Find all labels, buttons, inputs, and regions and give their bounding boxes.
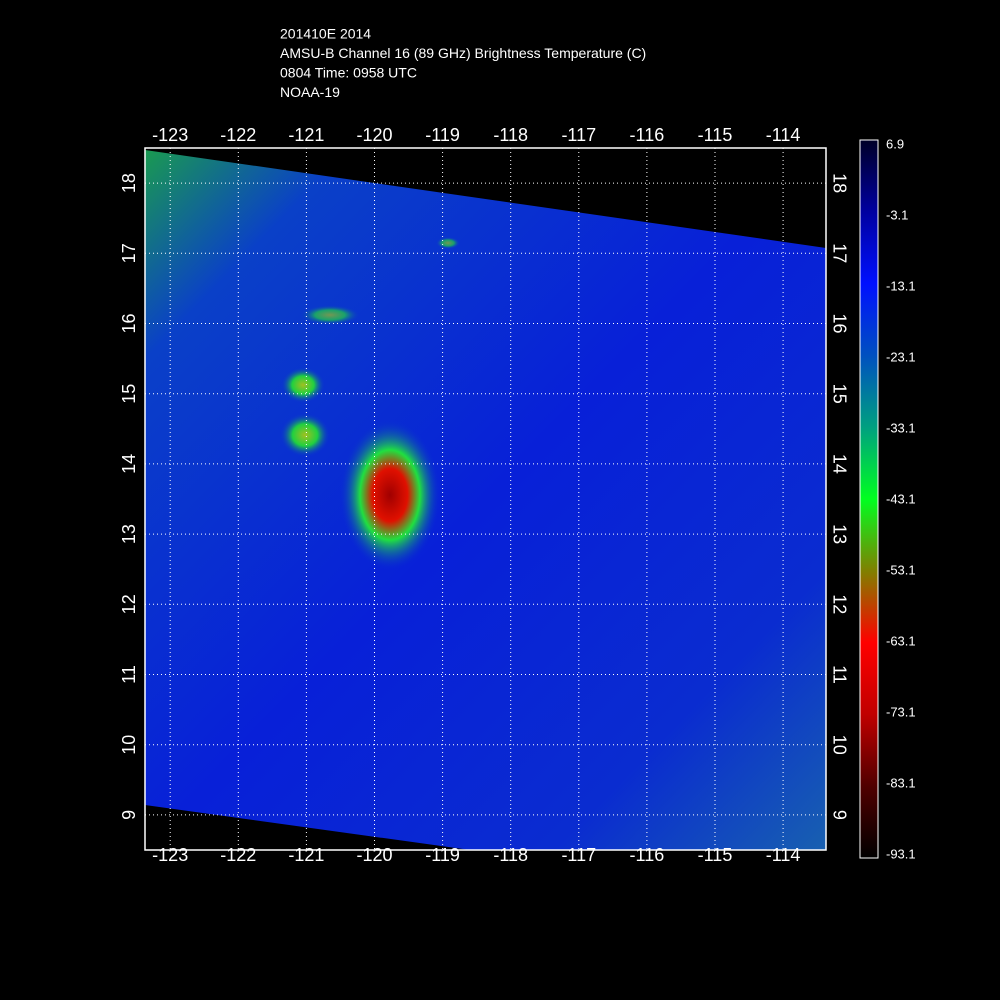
lat-label-right: 18 bbox=[829, 173, 849, 193]
colorbar-label: -53.1 bbox=[886, 563, 916, 578]
colorbar bbox=[859, 139, 879, 859]
lat-label-left: 18 bbox=[119, 173, 139, 193]
lon-label-bottom: -122 bbox=[220, 845, 256, 865]
colorbar-label: -63.1 bbox=[886, 634, 916, 649]
lat-label-left: 10 bbox=[119, 735, 139, 755]
colorbar-label: -3.1 bbox=[886, 207, 908, 222]
lon-label-bottom: -116 bbox=[630, 845, 665, 865]
lon-label-top: -116 bbox=[630, 125, 665, 145]
lat-label-left: 11 bbox=[119, 665, 139, 684]
colorbar-label: -33.1 bbox=[886, 420, 916, 435]
lat-label-right: 16 bbox=[829, 313, 849, 333]
title-line: 0804 Time: 0958 UTC bbox=[280, 65, 417, 81]
lat-label-left: 9 bbox=[119, 810, 139, 820]
lon-label-bottom: -120 bbox=[356, 845, 392, 865]
lat-label-right: 17 bbox=[829, 243, 849, 263]
ticks: -123 -123 -122 -122 -121 -121 -120 -120 -119 -119… bbox=[119, 125, 916, 865]
lat-label-left: 15 bbox=[119, 384, 139, 404]
lon-label-bottom: -115 bbox=[698, 845, 733, 865]
lat-label-left: 12 bbox=[119, 594, 139, 614]
colorbar-label: -93.1 bbox=[886, 847, 916, 862]
lon-label-bottom: -117 bbox=[561, 845, 596, 865]
lon-label-top: -122 bbox=[220, 125, 256, 145]
lon-label-top: -114 bbox=[766, 125, 801, 145]
lat-label-left: 13 bbox=[119, 524, 139, 544]
lon-label-bottom: -119 bbox=[425, 845, 460, 865]
lat-label-left: 17 bbox=[119, 243, 139, 263]
colorbar-label: 6.9 bbox=[886, 136, 904, 151]
title-line: NOAA-19 bbox=[280, 84, 340, 100]
title-line: AMSU-B Channel 16 (89 GHz) Brightness Te… bbox=[280, 45, 646, 61]
lon-label-bottom: -121 bbox=[288, 845, 324, 865]
lat-label-left: 14 bbox=[119, 454, 139, 474]
lon-label-top: -118 bbox=[493, 125, 528, 145]
lat-label-right: 13 bbox=[829, 524, 849, 544]
colorbar-label: -73.1 bbox=[886, 705, 916, 720]
lon-label-top: -119 bbox=[425, 125, 460, 145]
colorbar-label: -13.1 bbox=[886, 278, 916, 293]
lon-label-top: -120 bbox=[356, 125, 392, 145]
map-frame bbox=[144, 147, 827, 851]
swath-image bbox=[145, 150, 826, 850]
lat-label-right: 15 bbox=[829, 384, 849, 404]
lat-label-right: 10 bbox=[829, 735, 849, 755]
lon-label-top: -115 bbox=[698, 125, 733, 145]
lat-label-right: 9 bbox=[829, 810, 849, 820]
lon-label-bottom: -118 bbox=[493, 845, 528, 865]
lat-label-right: 12 bbox=[829, 594, 849, 614]
title-line: 201410E 2014 bbox=[280, 26, 371, 42]
lat-label-right: 11 bbox=[829, 665, 849, 684]
lon-label-top: -121 bbox=[288, 125, 324, 145]
lat-label-left: 16 bbox=[119, 313, 139, 333]
lat-label-right: 14 bbox=[829, 454, 849, 474]
colorbar-label: -23.1 bbox=[886, 349, 916, 364]
lon-label-bottom: -123 bbox=[152, 845, 188, 865]
titles: 201410E 2014 AMSU-B Channel 16 (89 GHz) B… bbox=[280, 26, 646, 101]
colorbar-label: -43.1 bbox=[886, 492, 916, 507]
colorbar-label: -83.1 bbox=[886, 776, 916, 791]
lon-label-top: -117 bbox=[561, 125, 596, 145]
lon-label-top: -123 bbox=[152, 125, 188, 145]
lon-label-bottom: -114 bbox=[766, 845, 801, 865]
